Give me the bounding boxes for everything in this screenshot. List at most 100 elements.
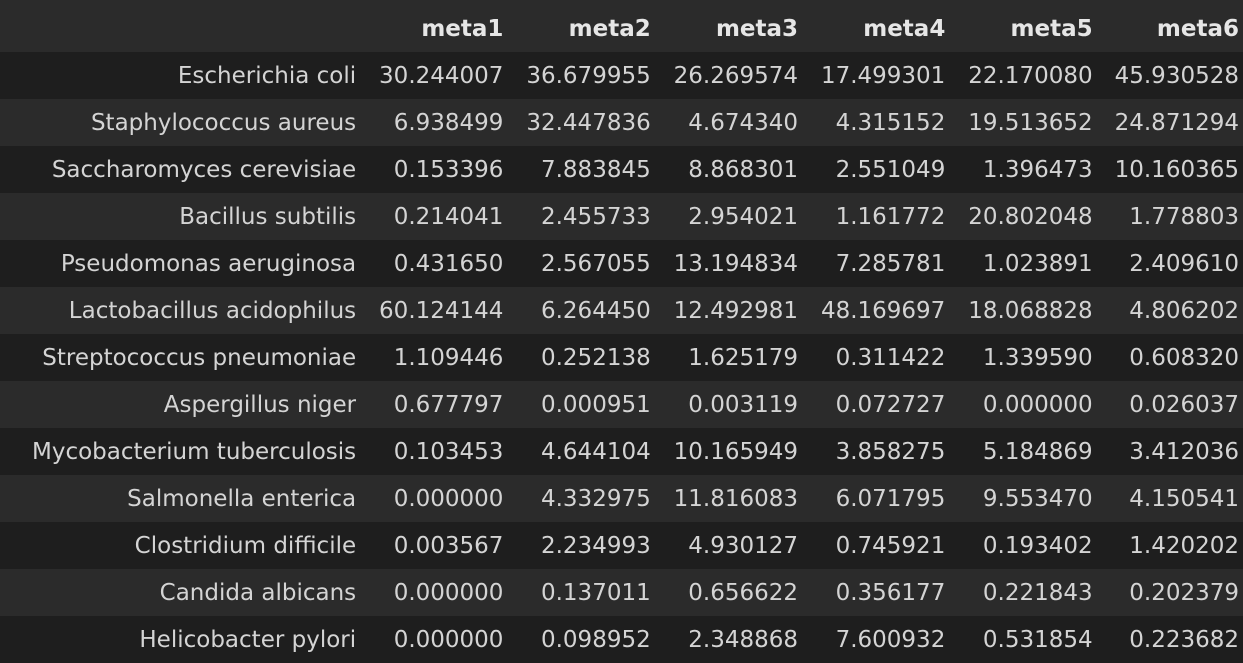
table-cell: 9.553470 [945,475,1093,522]
table-cell: 60.124144 [356,287,504,334]
table-cell: 5.184869 [945,428,1093,475]
row-index-label: Aspergillus niger [0,381,357,428]
table-row: Candida albicans 0.000000 0.137011 0.656622… [0,569,1243,616]
table-cell: 2.409610 [1092,240,1243,287]
table-cell: 2.234993 [503,522,651,569]
table-cell: 8.868301 [650,146,799,193]
table-cell: 20.802048 [945,193,1093,240]
output-top-strip [0,0,1243,5]
row-index-label: Pseudomonas aeruginosa [0,240,357,287]
table-cell: 0.252138 [503,334,651,381]
row-index-label: Mycobacterium tuberculosis [0,428,357,475]
table-cell: 10.165949 [650,428,799,475]
table-cell: 0.003567 [356,522,504,569]
table-cell: 22.170080 [945,52,1093,99]
table-row: Bacillus subtilis 0.214041 2.455733 2.95402… [0,193,1243,240]
table-cell: 6.071795 [798,475,946,522]
table-cell: 3.858275 [798,428,946,475]
table-row: Pseudomonas aeruginosa 0.431650 2.567055 13… [0,240,1243,287]
table-cell: 0.656622 [650,569,799,616]
table-row: Aspergillus niger 0.677797 0.000951 0.00311… [0,381,1243,428]
table-cell: 3.412036 [1092,428,1243,475]
table-cell: 17.499301 [798,52,946,99]
table-header: meta1 meta2 meta3 meta4 meta5 meta6 [0,5,1243,52]
table-cell: 1.109446 [356,334,504,381]
table-row: Mycobacterium tuberculosis 0.103453 4.6441… [0,428,1243,475]
table-cell: 0.003119 [650,381,799,428]
table-cell: 1.625179 [650,334,799,381]
table-cell: 1.023891 [945,240,1093,287]
row-index-label: Bacillus subtilis [0,193,357,240]
table-cell: 0.214041 [356,193,504,240]
table-row: Streptococcus pneumoniae 1.109446 0.252138… [0,334,1243,381]
table-cell: 0.745921 [798,522,946,569]
column-header: meta4 [798,5,946,52]
dataframe-table: meta1 meta2 meta3 meta4 meta5 meta6 Esch… [0,5,1243,663]
table-cell: 24.871294 [1092,99,1243,146]
row-index-label: Staphylococcus aureus [0,99,357,146]
table-cell: 11.816083 [650,475,799,522]
table-cell: 0.000000 [356,475,504,522]
table-cell: 4.315152 [798,99,946,146]
table-cell: 0.026037 [1092,381,1243,428]
table-cell: 0.000951 [503,381,651,428]
table-row: Lactobacillus acidophilus 60.124144 6.2644… [0,287,1243,334]
index-header [0,5,357,52]
table-cell: 26.269574 [650,52,799,99]
table-cell: 0.531854 [945,616,1093,663]
table-cell: 2.551049 [798,146,946,193]
table-cell: 7.883845 [503,146,651,193]
table-cell: 10.160365 [1092,146,1243,193]
table-cell: 6.938499 [356,99,504,146]
table-cell: 45.930528 [1092,52,1243,99]
row-index-label: Clostridium difficile [0,522,357,569]
row-index-label: Candida albicans [0,569,357,616]
table-cell: 4.150541 [1092,475,1243,522]
table-cell: 0.000000 [945,381,1093,428]
column-header: meta3 [650,5,799,52]
table-cell: 48.169697 [798,287,946,334]
table-row: Clostridium difficile 0.003567 2.234993 4.9… [0,522,1243,569]
table-cell: 36.679955 [503,52,651,99]
table-cell: 1.396473 [945,146,1093,193]
table-cell: 0.431650 [356,240,504,287]
table-cell: 1.161772 [798,193,946,240]
table-cell: 0.311422 [798,334,946,381]
table-cell: 0.137011 [503,569,651,616]
table-cell: 18.068828 [945,287,1093,334]
table-cell: 1.778803 [1092,193,1243,240]
table-row: Escherichia coli 30.244007 36.679955 26.269… [0,52,1243,99]
table-cell: 32.447836 [503,99,651,146]
table-cell: 0.103453 [356,428,504,475]
table-cell: 0.072727 [798,381,946,428]
table-cell: 4.674340 [650,99,799,146]
row-index-label: Streptococcus pneumoniae [0,334,357,381]
row-index-label: Saccharomyces cerevisiae [0,146,357,193]
table-cell: 4.930127 [650,522,799,569]
table-cell: 1.339590 [945,334,1093,381]
table-cell: 19.513652 [945,99,1093,146]
table-cell: 0.356177 [798,569,946,616]
column-header: meta1 [356,5,504,52]
table-cell: 0.677797 [356,381,504,428]
table-row: Staphylococcus aureus 6.938499 32.447836 4.… [0,99,1243,146]
table-cell: 30.244007 [356,52,504,99]
table-cell: 13.194834 [650,240,799,287]
header-row: meta1 meta2 meta3 meta4 meta5 meta6 [0,5,1243,52]
table-cell: 0.202379 [1092,569,1243,616]
table-cell: 1.420202 [1092,522,1243,569]
row-index-label: Escherichia coli [0,52,357,99]
table-cell: 4.332975 [503,475,651,522]
table-row: Saccharomyces cerevisiae 0.153396 7.883845… [0,146,1243,193]
table-row: Salmonella enterica 0.000000 4.332975 11.81… [0,475,1243,522]
column-header: meta6 [1092,5,1243,52]
table-cell: 4.806202 [1092,287,1243,334]
row-index-label: Lactobacillus acidophilus [0,287,357,334]
table-row: Helicobacter pylori 0.000000 0.098952 2.348… [0,616,1243,663]
column-header: meta2 [503,5,651,52]
table-cell: 6.264450 [503,287,651,334]
table-cell: 2.954021 [650,193,799,240]
column-header: meta5 [945,5,1093,52]
table-cell: 2.567055 [503,240,651,287]
